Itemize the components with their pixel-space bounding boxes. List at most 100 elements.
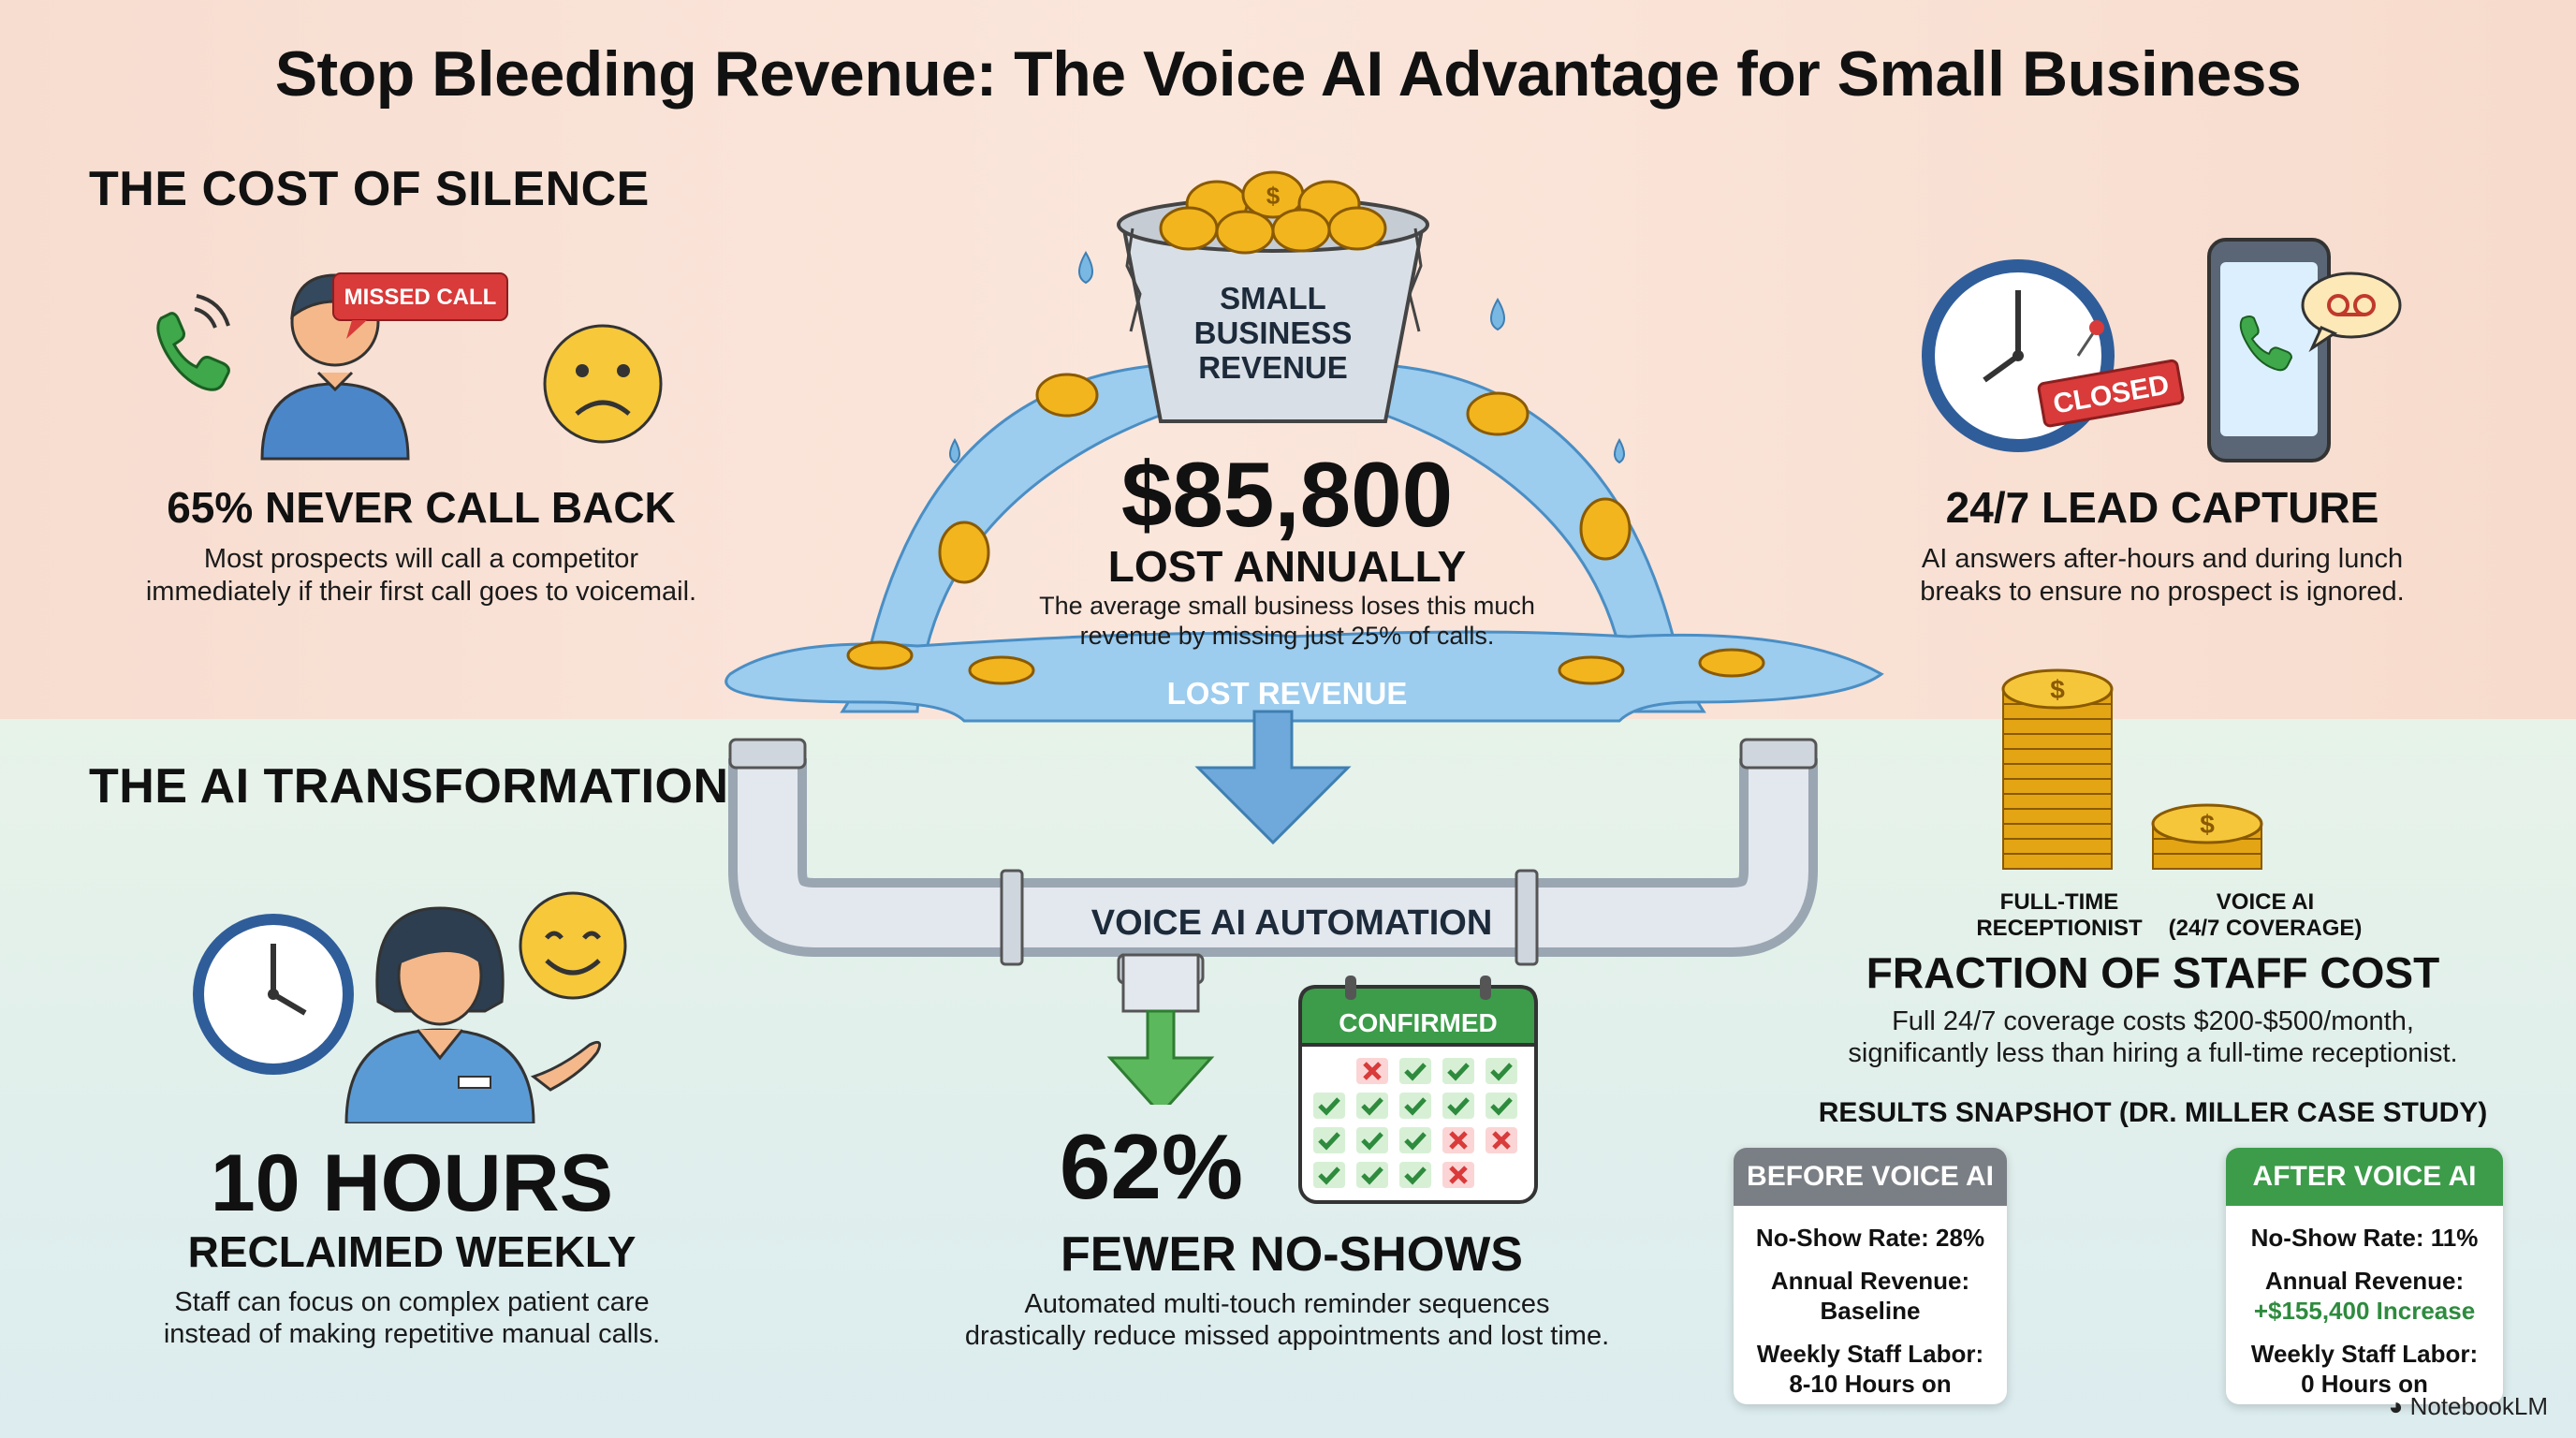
coin-edge — [2002, 778, 2113, 795]
staff-cost-headline: FRACTION OF STAFF COST — [1866, 948, 2440, 997]
lost-amount: $85,800 — [1120, 443, 1454, 546]
before-rev-label: Annual Revenue: — [1770, 1267, 1970, 1295]
open-hand — [530, 1040, 602, 1092]
wall-clock-icon — [193, 914, 354, 1075]
missed-call-headline: 65% NEVER CALL BACK — [167, 483, 676, 532]
missed-call-desc-2: immediately if their first call goes to … — [145, 577, 697, 607]
after-rev-value: +$155,400 Increase — [2253, 1297, 2476, 1325]
cross-icon — [1449, 1131, 1468, 1150]
check-icon — [1490, 1097, 1513, 1116]
coin-stack-comparison: $ $ — [2001, 668, 2263, 870]
section-cost-of-silence: THE COST OF SILENCE — [89, 162, 650, 216]
phone-ringing-icon — [156, 294, 230, 391]
after-no-show: No-Show Rate: 11% — [2250, 1224, 2479, 1252]
check-icon — [1404, 1167, 1427, 1185]
calendar-check-cell — [1442, 1058, 1474, 1084]
calendar-illustration: CONFIRMED — [1298, 976, 1538, 1204]
dollar-sign-icon: $ — [2050, 675, 2065, 704]
smile-face-icon — [519, 891, 627, 1000]
after-labor-value: 0 Hours on Reminders — [2301, 1370, 2428, 1404]
no-shows-desc-2: drastically reduce missed appointments a… — [964, 1321, 1610, 1351]
calendar-check-cell — [1399, 1093, 1431, 1119]
revenue-bucket-illustration: $ SMALL BUSINESS REVENUE LOST REVENUE VO… — [724, 170, 1884, 1105]
calendar-grid — [1313, 1058, 1517, 1188]
coin-stack-voice-ai: $ — [2151, 803, 2263, 870]
calendar-check-cell — [1442, 1093, 1474, 1119]
lost-desc-2: revenue by missing just 25% of calls. — [1079, 622, 1495, 650]
notebooklm-logo-icon: ◕ — [2388, 1392, 2404, 1420]
water-puddle — [724, 630, 1884, 723]
staff-illustration — [193, 891, 627, 1123]
cross-icon — [1449, 1166, 1468, 1184]
after-card-header: AFTER VOICE AI — [2226, 1148, 2503, 1206]
brand-notebooklm: ◕ NotebookLM — [2389, 1392, 2548, 1421]
coin-edge — [2002, 823, 2113, 840]
check-icon — [1490, 1063, 1513, 1081]
bucket-label-1: SMALL — [1220, 281, 1326, 315]
falling-coins — [846, 373, 1765, 685]
check-icon — [1447, 1097, 1470, 1116]
down-arrow — [1194, 710, 1352, 845]
hours-desc-1: Staff can focus on complex patient care — [174, 1287, 650, 1317]
coin-top — [2151, 803, 2263, 844]
after-card: AFTER VOICE AI No-Show Rate: 11% Annual … — [2226, 1148, 2503, 1404]
check-icon — [1404, 1132, 1427, 1151]
water-droplets — [949, 251, 1625, 464]
staff-cost-desc-2: significantly less than hiring a full-ti… — [1848, 1038, 2458, 1068]
check-icon — [1318, 1097, 1340, 1116]
no-shows-desc-1: Automated multi-touch reminder sequences — [1024, 1289, 1550, 1319]
calendar-check-cell — [1486, 1093, 1517, 1119]
check-icon — [1404, 1063, 1427, 1081]
brand-label: NotebookLM — [2409, 1392, 2548, 1420]
smartphone-icon — [2207, 238, 2331, 462]
missed-call-badge-text: MISSED CALL — [344, 285, 497, 310]
bucket-label-3: REVENUE — [1198, 350, 1348, 385]
coin-edge — [2002, 853, 2113, 870]
lost-desc-1: The average small business loses this mu… — [1039, 592, 1535, 620]
after-labor-label: Weekly Staff Labor: — [2250, 1340, 2479, 1368]
before-card-header: BEFORE VOICE AI — [1734, 1148, 2007, 1206]
voicemail-icon — [2301, 271, 2402, 353]
cross-icon — [1363, 1062, 1382, 1080]
no-shows-number: 62% — [1059, 1115, 1244, 1218]
lost-revenue-label: LOST REVENUE — [1167, 676, 1408, 711]
sad-face-icon — [543, 324, 663, 444]
coin-edge — [2002, 733, 2113, 750]
check-icon — [1447, 1063, 1470, 1081]
automation-pipe — [728, 738, 1818, 1013]
no-shows-subhead: FEWER NO-SHOWS — [1061, 1227, 1523, 1282]
section-ai-transformation: THE AI TRANSFORMATION — [89, 759, 729, 814]
hours-desc-2: instead of making repetitive manual call… — [163, 1319, 661, 1349]
lead-capture-headline: 24/7 LEAD CAPTURE — [1945, 483, 2379, 532]
coin-edge — [2002, 793, 2113, 810]
before-labor-value: 8-10 Hours on Phones — [1789, 1370, 1952, 1404]
before-labor-label: Weekly Staff Labor: — [1756, 1340, 1984, 1368]
missed-call-desc-1: Most prospects will call a competitor — [203, 544, 639, 574]
check-icon — [1361, 1132, 1383, 1151]
pipe-label: VOICE AI AUTOMATION — [1091, 903, 1493, 943]
check-icon — [1318, 1167, 1340, 1185]
calendar-confirmed-label: CONFIRMED — [1339, 1008, 1498, 1037]
calendar-check-cell — [1399, 1162, 1431, 1188]
check-icon — [1361, 1167, 1383, 1185]
coin-pile: $ — [1159, 170, 1387, 255]
coin-edge — [2002, 718, 2113, 735]
hours-number: 10 HOURS — [210, 1138, 614, 1228]
before-rev-value: Baseline — [1820, 1297, 1921, 1325]
coin-stack-receptionist: $ — [2001, 668, 2114, 870]
missed-call-badge: MISSED CALL — [332, 272, 508, 339]
cross-icon — [1492, 1131, 1511, 1150]
coin-edge — [2002, 763, 2113, 780]
page-title: Stop Bleeding Revenue: The Voice AI Adva… — [274, 38, 2302, 110]
green-down-arrow — [1106, 1009, 1215, 1105]
staff-cost-desc-1: Full 24/7 coverage costs $200-$500/month… — [1892, 1006, 2414, 1036]
missed-call-illustration: MISSED CALL — [156, 272, 663, 461]
before-no-show: No-Show Rate: 28% — [1755, 1224, 1985, 1252]
coin-edge — [2002, 838, 2113, 855]
closed-sign: CLOSED — [2037, 320, 2185, 428]
coin-label-receptionist: FULL-TIME RECEPTIONIST — [1976, 889, 2143, 941]
before-card: BEFORE VOICE AI No-Show Rate: 28% Annual… — [1734, 1148, 2007, 1404]
coin-top — [2001, 668, 2114, 710]
coin-edge — [2002, 808, 2113, 825]
after-rev-label: Annual Revenue: — [2264, 1267, 2465, 1295]
